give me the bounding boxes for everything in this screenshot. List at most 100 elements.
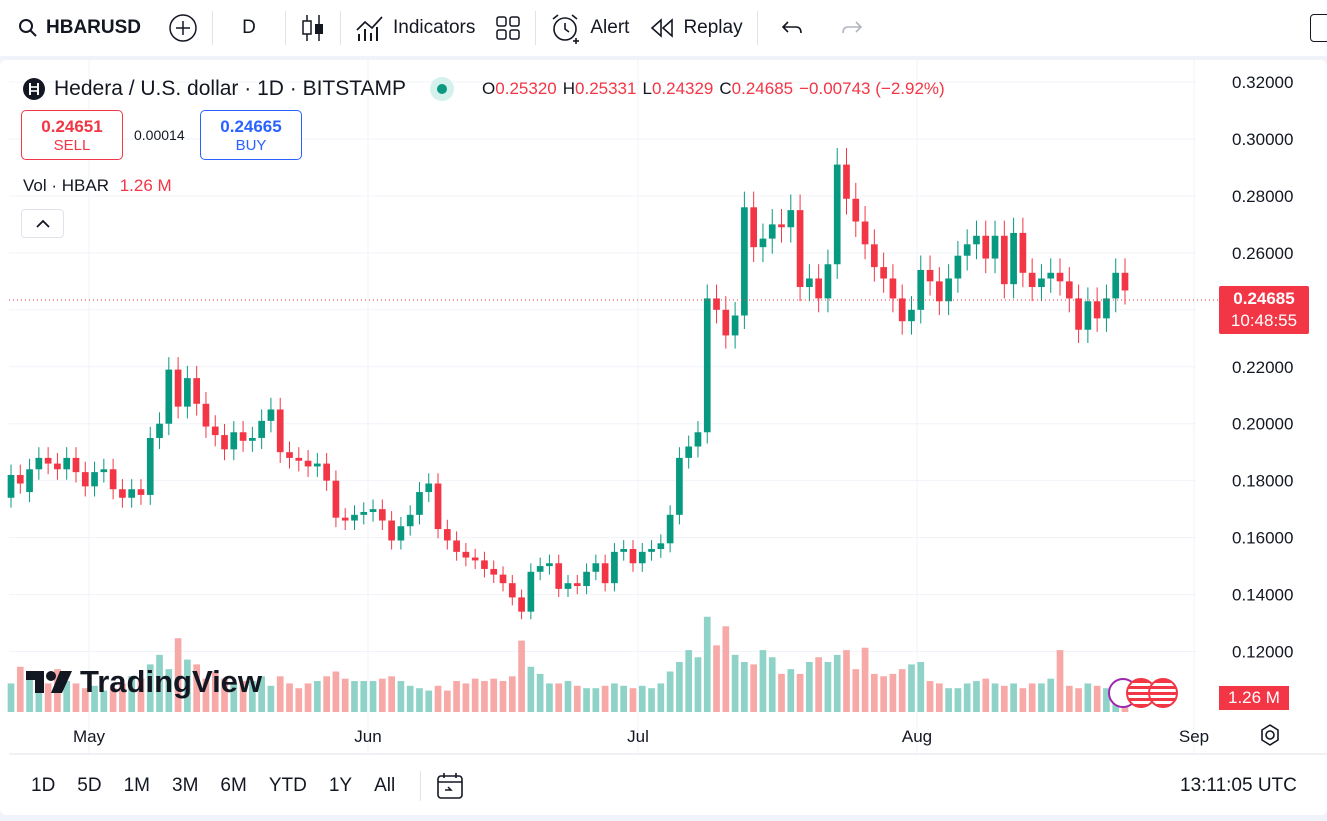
- candle-body: [861, 221, 869, 245]
- ohlc-values: O0.25320 H0.25331 L0.24329 C0.24685 −0.0…: [482, 79, 945, 99]
- y-tick-label: 0.26000: [1232, 244, 1293, 263]
- volume-bar: [759, 650, 767, 712]
- range-buttons: 1D 5D 1M 3M 6M YTD 1Y All: [0, 775, 406, 797]
- volume-bar: [583, 688, 590, 712]
- candle-body: [824, 264, 832, 299]
- candle-body: [1121, 272, 1129, 291]
- candle-body: [657, 543, 665, 550]
- undo-button[interactable]: [762, 8, 822, 48]
- range-button-1y[interactable]: 1Y: [328, 775, 353, 796]
- sell-button[interactable]: 0.24651 SELL: [21, 110, 123, 160]
- candle-body: [759, 238, 767, 248]
- candle-body: [91, 472, 98, 487]
- bottom-toolbar: 1D 5D 1M 3M 6M YTD 1Y All 13:11:05 UTC: [0, 766, 1327, 806]
- buy-button[interactable]: 0.24665 BUY: [200, 110, 302, 160]
- hedera-logo-icon: [23, 78, 45, 100]
- buy-label: BUY: [235, 137, 267, 154]
- y-tick-label: 0.14000: [1232, 586, 1293, 605]
- volume-bar: [276, 676, 284, 712]
- fullscreen-button[interactable]: [1310, 14, 1327, 42]
- volume-bar: [267, 685, 275, 712]
- indicators-icon: [356, 16, 383, 41]
- candle-body: [871, 244, 878, 268]
- range-button-all[interactable]: All: [374, 775, 396, 796]
- volume-bar: [202, 678, 210, 712]
- candle-body: [935, 281, 943, 302]
- settings-gear-icon[interactable]: [1258, 723, 1282, 747]
- volume-bar: [341, 678, 349, 712]
- volume-bar: [1038, 683, 1045, 712]
- candle-body: [815, 278, 822, 299]
- clock-display[interactable]: 13:11:05 UTC: [1180, 775, 1297, 796]
- candle-body: [1084, 301, 1092, 330]
- candle-body: [973, 235, 980, 245]
- interval-button[interactable]: D: [217, 8, 281, 48]
- volume-bar: [286, 683, 293, 712]
- chart-panel[interactable]: 0.32000 0.30000 0.28000 0.26000 0.22000 0.200…: [0, 60, 1327, 815]
- divider: [212, 11, 213, 45]
- volume-bar: [880, 676, 887, 712]
- candle-body: [416, 492, 423, 515]
- collapse-legend-button[interactable]: [21, 209, 64, 238]
- candle-body: [555, 563, 563, 589]
- candle-body: [360, 511, 368, 515]
- candle-body: [917, 269, 925, 310]
- compare-button[interactable]: [158, 8, 208, 48]
- chart-type-button[interactable]: [290, 8, 336, 48]
- range-button-1m[interactable]: 1M: [123, 775, 150, 796]
- volume-bar: [63, 681, 71, 712]
- candle-body: [889, 278, 897, 299]
- volume-bar: [638, 685, 646, 712]
- range-button-5d[interactable]: 5D: [77, 775, 102, 796]
- redo-button[interactable]: [822, 8, 882, 48]
- tradingview-logo[interactable]: TradingView: [24, 664, 262, 700]
- y-tick-label: 0.22000: [1232, 358, 1293, 377]
- volume-bar: [1047, 678, 1055, 712]
- candle-body: [109, 469, 117, 490]
- volume-bar: [481, 681, 488, 712]
- volume-bar: [7, 683, 15, 712]
- range-button-6m[interactable]: 6M: [220, 775, 247, 796]
- candle-body: [546, 563, 553, 567]
- candle-body: [221, 435, 228, 450]
- volume-bar: [898, 669, 906, 712]
- x-tick-label: May: [73, 727, 106, 746]
- low-value: 0.24329: [651, 79, 714, 98]
- event-markers[interactable]: [1108, 678, 1188, 710]
- alert-button[interactable]: Alert: [540, 8, 639, 48]
- tradingview-logo-icon: [26, 671, 72, 693]
- us-flag-icon[interactable]: [1148, 678, 1178, 708]
- candle-body: [1047, 272, 1055, 279]
- layouts-button[interactable]: [485, 8, 531, 48]
- market-status-icon[interactable]: [428, 75, 456, 103]
- spread-value: 0.00014: [134, 127, 185, 143]
- plus-circle-icon: [169, 14, 197, 42]
- calendar-goto-icon[interactable]: [435, 771, 465, 801]
- candle-body: [258, 420, 265, 438]
- range-button-ytd[interactable]: YTD: [268, 775, 307, 796]
- candle-body: [202, 403, 210, 427]
- volume-bar: [843, 650, 850, 712]
- candle-body: [926, 269, 934, 282]
- volume-bar: [546, 683, 553, 712]
- range-button-3m[interactable]: 3M: [172, 775, 199, 796]
- volume-bar: [249, 681, 256, 712]
- symbol-label: HBARUSD: [46, 17, 141, 38]
- range-button-1d[interactable]: 1D: [31, 775, 56, 796]
- candle-body: [193, 378, 201, 404]
- candle-body: [323, 463, 330, 481]
- volume-bar: [806, 662, 813, 712]
- volume-bar: [16, 666, 24, 712]
- volume-bar: [434, 685, 442, 712]
- divider: [420, 771, 422, 801]
- indicators-button[interactable]: Indicators: [345, 8, 485, 48]
- candle-body: [490, 568, 498, 575]
- divider: [340, 11, 341, 45]
- close-label: C: [719, 79, 732, 98]
- y-tick-label: 0.32000: [1232, 73, 1293, 92]
- symbol-title[interactable]: Hedera / U.S. dollar · 1D · BITSTAMP: [54, 77, 407, 100]
- candle-body: [1075, 298, 1082, 330]
- replay-button[interactable]: Replay: [639, 8, 752, 48]
- sell-price: 0.24651: [41, 117, 103, 136]
- symbol-search[interactable]: HBARUSD: [0, 8, 158, 48]
